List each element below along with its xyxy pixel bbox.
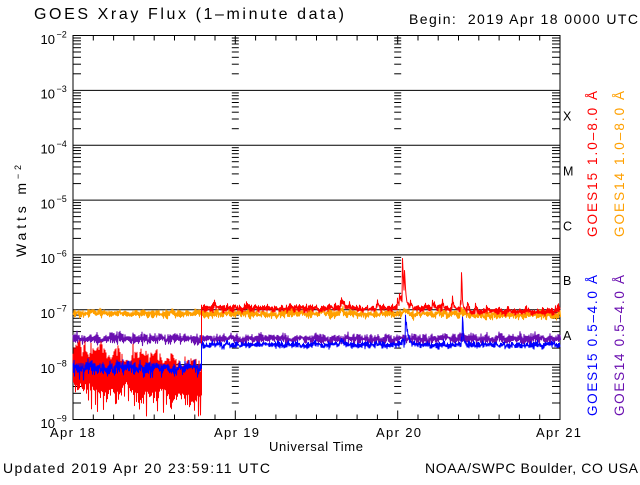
svg-text:GOES Xray Flux (1–minute data): GOES Xray Flux (1–minute data) <box>34 6 344 23</box>
svg-text:−8: −8 <box>57 358 67 368</box>
svg-text:X: X <box>563 110 572 124</box>
svg-text:−6: −6 <box>57 249 67 259</box>
svg-text:10: 10 <box>41 142 55 157</box>
svg-text:Apr 19: Apr 19 <box>214 425 259 440</box>
svg-text:Apr 21: Apr 21 <box>536 425 581 440</box>
svg-text:C: C <box>563 219 572 233</box>
svg-text:Updated 2019 Apr 20 23:59:11 U: Updated 2019 Apr 20 23:59:11 UTC <box>3 460 270 476</box>
svg-text:−3: −3 <box>57 84 67 94</box>
svg-text:10: 10 <box>41 196 55 211</box>
svg-text:−9: −9 <box>57 413 67 423</box>
svg-text:GOES15 0.5–4.0 Å: GOES15 0.5–4.0 Å <box>585 275 600 416</box>
svg-text:Apr 20: Apr 20 <box>376 425 421 440</box>
svg-text:Apr 18: Apr 18 <box>50 425 95 440</box>
svg-text:10: 10 <box>41 306 55 321</box>
svg-text:Universal Time: Universal Time <box>269 439 363 454</box>
svg-text:10: 10 <box>41 251 55 266</box>
svg-text:GOES14 1.0–8.0 Å: GOES14 1.0–8.0 Å <box>612 91 627 237</box>
svg-text:−4: −4 <box>57 139 67 149</box>
svg-text:10: 10 <box>41 87 55 102</box>
svg-text:−7: −7 <box>57 304 67 314</box>
svg-text:GOES14 0.5–4.0 Å: GOES14 0.5–4.0 Å <box>612 275 627 416</box>
svg-text:B: B <box>563 274 571 288</box>
svg-text:−5: −5 <box>57 194 67 204</box>
svg-text:NOAA/SWPC Boulder, CO USA: NOAA/SWPC Boulder, CO USA <box>425 460 639 476</box>
svg-text:10: 10 <box>41 416 55 431</box>
svg-text:−2: −2 <box>57 29 67 39</box>
svg-text:GOES15 1.0–8.0 Å: GOES15 1.0–8.0 Å <box>585 91 600 237</box>
svg-text:M: M <box>563 164 573 178</box>
svg-text:10: 10 <box>41 32 55 47</box>
svg-text:Begin: 2019 Apr 18 0000 UTC: Begin: 2019 Apr 18 0000 UTC <box>409 11 638 27</box>
svg-text:10: 10 <box>41 361 55 376</box>
svg-text:A: A <box>563 329 572 343</box>
